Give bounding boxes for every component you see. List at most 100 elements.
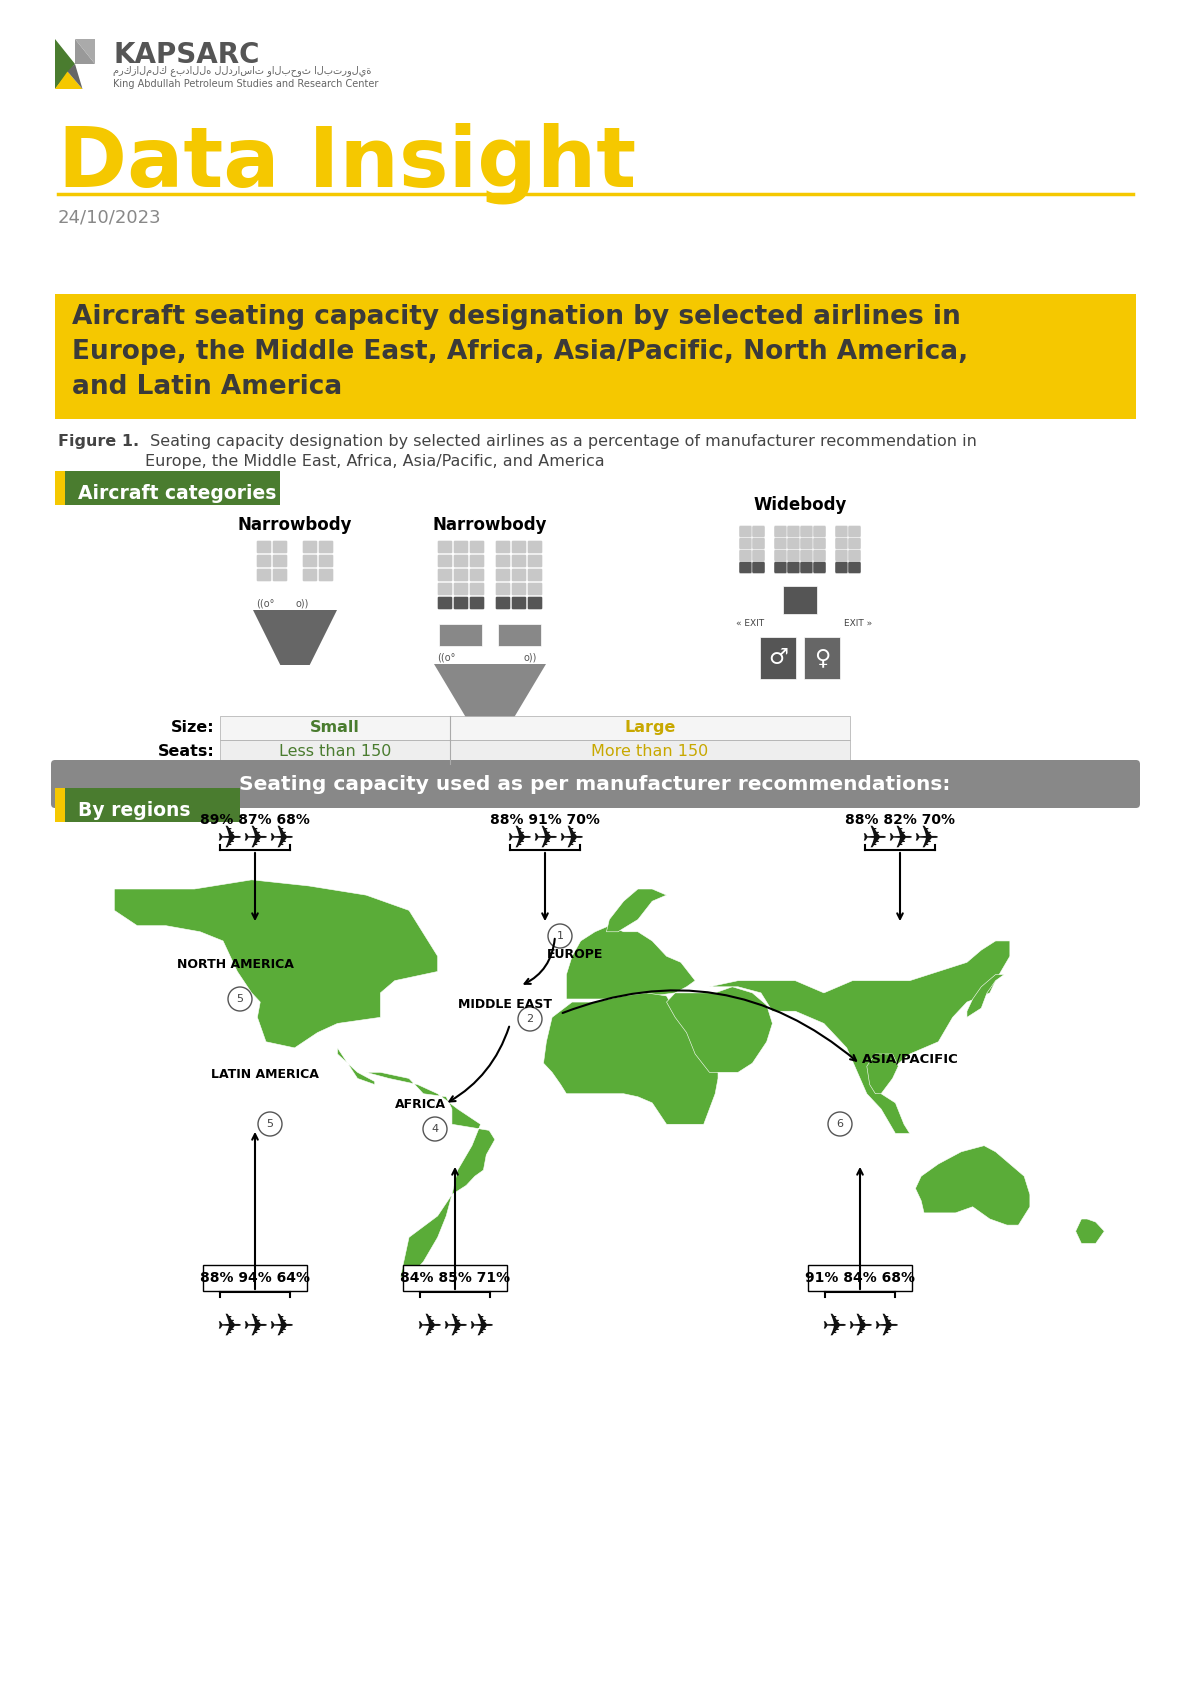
Text: مركزالملك عبدالله للدراسات والبحوث البترولية: مركزالملك عبدالله للدراسات والبحوث البتر… bbox=[113, 66, 372, 76]
Text: Aircraft seating capacity designation by selected airlines in
Europe, the Middle: Aircraft seating capacity designation by… bbox=[71, 305, 968, 401]
FancyBboxPatch shape bbox=[498, 625, 541, 647]
FancyBboxPatch shape bbox=[469, 554, 485, 568]
FancyBboxPatch shape bbox=[437, 596, 453, 610]
FancyBboxPatch shape bbox=[774, 537, 787, 549]
FancyBboxPatch shape bbox=[469, 596, 485, 610]
FancyBboxPatch shape bbox=[813, 537, 827, 549]
FancyBboxPatch shape bbox=[752, 549, 765, 561]
Text: Size:: Size: bbox=[172, 721, 216, 734]
FancyBboxPatch shape bbox=[848, 525, 861, 537]
FancyBboxPatch shape bbox=[774, 549, 787, 561]
FancyBboxPatch shape bbox=[813, 525, 827, 537]
Polygon shape bbox=[867, 1054, 898, 1093]
Circle shape bbox=[518, 1007, 542, 1031]
FancyBboxPatch shape bbox=[752, 561, 765, 574]
Text: 2: 2 bbox=[526, 1014, 534, 1024]
Circle shape bbox=[828, 1111, 852, 1137]
FancyBboxPatch shape bbox=[511, 569, 526, 581]
FancyBboxPatch shape bbox=[495, 583, 511, 596]
FancyBboxPatch shape bbox=[469, 541, 485, 554]
FancyBboxPatch shape bbox=[220, 739, 850, 765]
Text: ✈: ✈ bbox=[861, 825, 887, 854]
Polygon shape bbox=[55, 71, 82, 89]
Polygon shape bbox=[710, 941, 1010, 1133]
FancyBboxPatch shape bbox=[738, 561, 752, 574]
Text: Large: Large bbox=[624, 721, 675, 734]
FancyBboxPatch shape bbox=[800, 549, 813, 561]
FancyBboxPatch shape bbox=[848, 561, 861, 574]
Text: ✈: ✈ bbox=[887, 825, 912, 854]
FancyBboxPatch shape bbox=[800, 561, 813, 574]
Text: 24/10/2023: 24/10/2023 bbox=[58, 209, 162, 227]
FancyBboxPatch shape bbox=[495, 554, 511, 568]
FancyBboxPatch shape bbox=[835, 537, 848, 549]
Text: ✈: ✈ bbox=[822, 1312, 847, 1342]
Text: By regions: By regions bbox=[77, 802, 191, 820]
FancyBboxPatch shape bbox=[437, 554, 453, 568]
Text: Aircraft categories: Aircraft categories bbox=[77, 483, 276, 504]
FancyBboxPatch shape bbox=[256, 554, 272, 568]
Text: NORTH AMERICA: NORTH AMERICA bbox=[176, 958, 293, 970]
FancyBboxPatch shape bbox=[273, 541, 287, 554]
FancyBboxPatch shape bbox=[835, 561, 848, 574]
FancyBboxPatch shape bbox=[848, 549, 861, 561]
FancyBboxPatch shape bbox=[318, 554, 333, 568]
FancyBboxPatch shape bbox=[528, 554, 542, 568]
FancyBboxPatch shape bbox=[437, 583, 453, 596]
Polygon shape bbox=[606, 889, 667, 931]
Polygon shape bbox=[916, 1145, 1030, 1226]
Text: ((o°: ((o° bbox=[256, 598, 274, 608]
Text: ASIA/PACIFIC: ASIA/PACIFIC bbox=[861, 1052, 959, 1066]
Text: 5: 5 bbox=[237, 994, 243, 1004]
Text: More than 150: More than 150 bbox=[592, 744, 709, 759]
Text: ✈: ✈ bbox=[468, 1312, 494, 1342]
Text: 6: 6 bbox=[836, 1118, 843, 1128]
Polygon shape bbox=[366, 1073, 495, 1276]
FancyBboxPatch shape bbox=[848, 537, 861, 549]
Text: ✈: ✈ bbox=[242, 1312, 268, 1342]
FancyBboxPatch shape bbox=[738, 537, 752, 549]
FancyBboxPatch shape bbox=[220, 716, 850, 739]
Text: Narrowbody: Narrowbody bbox=[238, 515, 353, 534]
FancyBboxPatch shape bbox=[800, 525, 813, 537]
FancyBboxPatch shape bbox=[303, 541, 318, 554]
Text: ✈: ✈ bbox=[847, 1312, 873, 1342]
FancyBboxPatch shape bbox=[439, 625, 482, 647]
Text: MIDDLE EAST: MIDDLE EAST bbox=[459, 997, 551, 1010]
FancyBboxPatch shape bbox=[511, 596, 526, 610]
FancyBboxPatch shape bbox=[738, 525, 752, 537]
Polygon shape bbox=[75, 39, 95, 64]
FancyBboxPatch shape bbox=[454, 583, 468, 596]
Text: ✈: ✈ bbox=[506, 825, 531, 854]
FancyBboxPatch shape bbox=[511, 583, 526, 596]
Text: Less than 150: Less than 150 bbox=[279, 744, 391, 759]
Text: ✈: ✈ bbox=[532, 825, 557, 854]
FancyBboxPatch shape bbox=[437, 569, 453, 581]
Polygon shape bbox=[1075, 1219, 1104, 1243]
Text: ♀: ♀ bbox=[813, 648, 830, 669]
Text: 89% 87% 68%: 89% 87% 68% bbox=[200, 813, 310, 827]
Text: Narrowbody: Narrowbody bbox=[432, 515, 547, 534]
FancyBboxPatch shape bbox=[55, 788, 66, 822]
Circle shape bbox=[548, 925, 572, 948]
FancyBboxPatch shape bbox=[738, 549, 752, 561]
Text: ((o°: ((o° bbox=[437, 652, 455, 662]
Text: 4: 4 bbox=[431, 1123, 438, 1133]
Polygon shape bbox=[68, 64, 82, 89]
FancyBboxPatch shape bbox=[55, 472, 66, 505]
FancyBboxPatch shape bbox=[469, 569, 485, 581]
Text: ✈: ✈ bbox=[268, 825, 294, 854]
FancyBboxPatch shape bbox=[807, 1265, 912, 1292]
Text: Data Insight: Data Insight bbox=[58, 121, 636, 204]
FancyBboxPatch shape bbox=[454, 554, 468, 568]
Text: 5: 5 bbox=[267, 1118, 274, 1128]
FancyBboxPatch shape bbox=[454, 569, 468, 581]
Text: 88% 91% 70%: 88% 91% 70% bbox=[490, 813, 600, 827]
FancyBboxPatch shape bbox=[256, 541, 272, 554]
FancyBboxPatch shape bbox=[784, 586, 817, 615]
Text: LATIN AMERICA: LATIN AMERICA bbox=[211, 1068, 319, 1081]
FancyBboxPatch shape bbox=[752, 537, 765, 549]
Polygon shape bbox=[252, 610, 337, 665]
Text: Figure 1.: Figure 1. bbox=[58, 434, 139, 450]
FancyBboxPatch shape bbox=[774, 561, 787, 574]
